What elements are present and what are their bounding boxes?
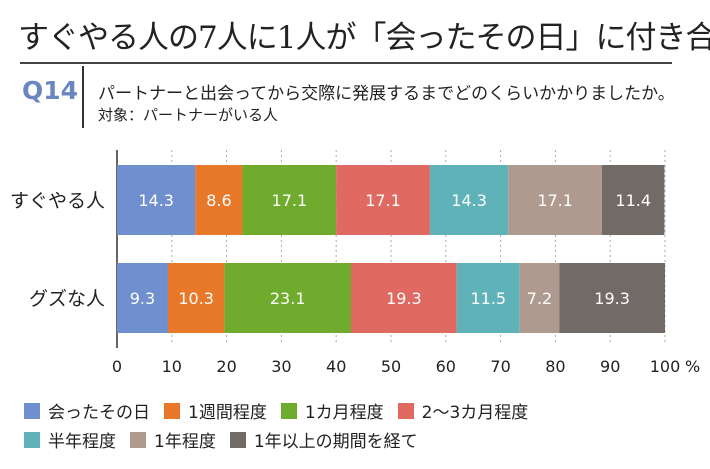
bar-segment: [601, 165, 665, 235]
legend-item: 半年程度: [24, 427, 116, 452]
x-tick-label: 100: [650, 357, 681, 376]
bar-segment: [456, 263, 520, 333]
category-label: すぐやる人: [10, 190, 105, 212]
legend-item: 会ったその日: [24, 398, 150, 423]
data-label: 11.5: [470, 289, 506, 308]
data-label: 8.6: [206, 191, 231, 210]
legend-swatch: [130, 431, 146, 448]
question-number: Q14: [22, 76, 79, 105]
bar-segment: [195, 165, 243, 235]
legend-label: 半年程度: [48, 432, 116, 452]
bar-segment: [336, 165, 430, 235]
x-tick-label: 70: [490, 357, 510, 376]
legend-item: 1カ月程度: [280, 398, 384, 423]
x-tick-label: 80: [545, 357, 565, 376]
chart-title: すぐやる人の7人に1人が「会ったその日」に付き合っている: [18, 20, 710, 56]
legend-item: 1年以上の期間を経て: [229, 427, 418, 452]
data-label: 19.3: [386, 289, 422, 308]
x-tick-label: 50: [381, 357, 401, 376]
data-label: 14.3: [451, 191, 487, 210]
x-tick-label: 90: [600, 357, 620, 376]
legend-swatch: [164, 402, 180, 419]
legend-item: 1週間程度: [164, 398, 267, 423]
legend-label: 1年程度: [154, 432, 216, 452]
data-label: 9.3: [130, 289, 155, 308]
data-label: 23.1: [270, 289, 306, 308]
legend-item: 1年程度: [130, 427, 216, 452]
legend-label: 会ったその日: [48, 403, 150, 423]
data-label: 17.1: [272, 191, 308, 210]
bar-segment: [429, 165, 509, 235]
category-label: グズな人: [29, 288, 105, 310]
x-tick-label: 0: [112, 357, 122, 376]
bar-segment: [117, 263, 168, 333]
title-divider: [20, 62, 672, 64]
legend-swatch: [24, 402, 40, 419]
data-label: 19.3: [594, 289, 630, 308]
bar-segment: [559, 263, 665, 333]
legend-item: 2〜3カ月程度: [397, 398, 529, 423]
bar-segment: [519, 263, 560, 333]
question-divider: [82, 66, 84, 128]
bar-segment: [350, 263, 457, 333]
x-tick-label: 60: [436, 357, 456, 376]
legend-label: 2〜3カ月程度: [421, 403, 529, 423]
target-text: 対象：パートナーがいる人: [98, 106, 279, 124]
data-label: 17.1: [365, 191, 401, 210]
data-label: 17.1: [537, 191, 573, 210]
legend-swatch: [24, 431, 40, 448]
data-label: 11.4: [615, 191, 651, 210]
data-label: 7.2: [527, 289, 552, 308]
legend-label: 1年以上の期間を経て: [253, 432, 418, 452]
bar-segment: [242, 165, 337, 235]
x-unit-label: %: [685, 357, 700, 376]
bar-segment: [508, 165, 602, 235]
legend-label: 1週間程度: [188, 403, 267, 423]
legend: 会ったその日 1週間程度 1カ月程度 2〜3カ月程度半年程度 1年程度 1年以上の期間を経…: [24, 398, 664, 456]
x-tick-label: 30: [271, 357, 291, 376]
x-tick-label: 40: [326, 357, 346, 376]
data-label: 10.3: [178, 289, 214, 308]
data-label: 14.3: [138, 191, 174, 210]
legend-label: 1カ月程度: [304, 403, 384, 423]
bar-segment: [224, 263, 351, 333]
bar-segment: [117, 165, 196, 235]
bar-segment: [167, 263, 225, 333]
legend-swatch: [229, 431, 246, 448]
x-tick-label: 10: [162, 357, 182, 376]
x-tick-label: 20: [216, 357, 236, 376]
question-text: パートナーと出会ってから交際に発展するまでどのくらいかかりましたか。: [98, 84, 675, 104]
legend-swatch: [280, 402, 297, 419]
legend-swatch: [397, 402, 414, 419]
